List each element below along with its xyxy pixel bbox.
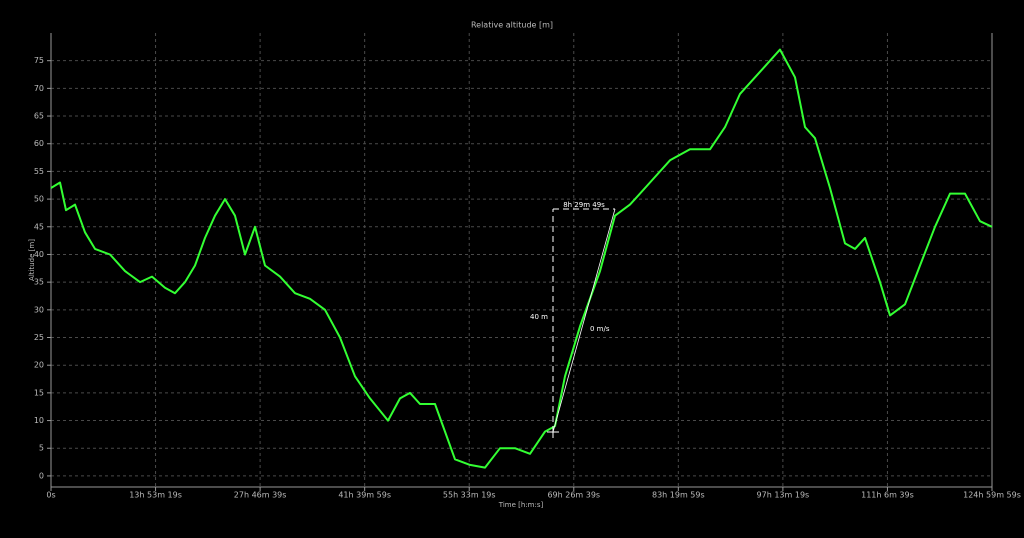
y-tick-label: 20 bbox=[34, 361, 44, 370]
x-tick-label: 55h 33m 19s bbox=[443, 491, 496, 500]
plot-area: 0 5 10 15 20 25 30 35 40 45 50 55 60 65 70 75 0s 13h 53m … bbox=[34, 33, 1021, 500]
x-tick-label: 111h 6m 39s bbox=[861, 491, 914, 500]
y-tick-label: 65 bbox=[34, 112, 44, 121]
x-tick-label: 13h 53m 19s bbox=[129, 491, 182, 500]
data-line bbox=[50, 48, 993, 469]
annotation: 8h 29m 49s bbox=[563, 201, 605, 209]
x-axis-label: Time [h:m:s] bbox=[498, 501, 544, 509]
measure-overlay: 8h 29m 49s 40 m 0 m/s bbox=[530, 201, 616, 438]
y-tick-label: 45 bbox=[34, 222, 44, 231]
y-tick-label: 35 bbox=[34, 278, 44, 287]
chart-title: Relative altitude [m] bbox=[471, 21, 553, 30]
y-tick-label: 25 bbox=[34, 333, 44, 342]
x-tick-label: 41h 39m 59s bbox=[338, 491, 391, 500]
x-tick-label: 27h 46m 39s bbox=[234, 491, 287, 500]
y-tick-label: 10 bbox=[34, 416, 44, 425]
x-tick-label: 97h 13m 19s bbox=[757, 491, 810, 500]
y-tick-label: 50 bbox=[34, 195, 44, 204]
y-tick-label: 30 bbox=[34, 305, 44, 314]
x-tick-label: 83h 19m 59s bbox=[652, 491, 705, 500]
measure-slope bbox=[552, 208, 616, 433]
y-tick-label: 75 bbox=[34, 56, 44, 65]
y-tick-label: 70 bbox=[34, 84, 44, 93]
y-tick-label: 5 bbox=[39, 444, 44, 453]
y-tick-label: 15 bbox=[34, 388, 44, 397]
x-tick-label: 69h 26m 39s bbox=[547, 491, 600, 500]
x-tick-label: 0s bbox=[46, 491, 55, 500]
annotation: 0 m/s bbox=[590, 325, 610, 333]
annotation: 40 m bbox=[530, 313, 548, 321]
y-tick-label: 55 bbox=[34, 167, 44, 176]
y-axis-label: Altitude [m] bbox=[28, 239, 36, 281]
y-tick-label: 60 bbox=[34, 139, 44, 148]
y-tick-label: 40 bbox=[34, 250, 44, 259]
x-tick-label: 124h 59m 59s bbox=[963, 491, 1021, 500]
y-tick-label: 0 bbox=[39, 471, 44, 480]
